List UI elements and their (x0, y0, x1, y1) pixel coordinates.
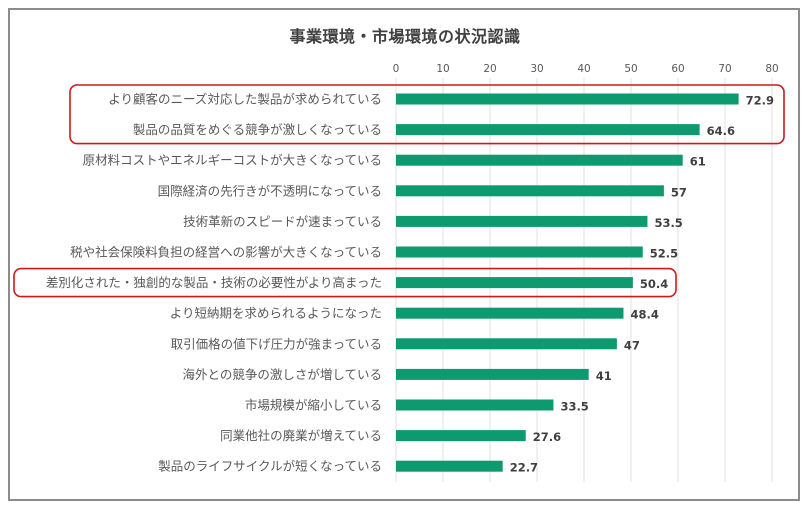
bar (396, 93, 739, 105)
bar (396, 338, 617, 350)
bar (396, 215, 648, 227)
category-label: より短納期を求められるようになった (170, 306, 382, 321)
value-label: 47 (624, 338, 640, 352)
category-label: 差別化された・独創的な製品・技術の必要性がより高まった (46, 275, 382, 290)
category-label: 国際経済の先行きが不透明になっている (158, 183, 382, 198)
category-label: 製品のライフサイクルが短くなっている (158, 459, 382, 474)
value-label: 61 (690, 155, 706, 169)
category-label: 同業他社の廃業が増えている (220, 428, 382, 443)
highlight-box (13, 267, 677, 298)
value-label: 41 (596, 369, 612, 383)
value-label: 48.4 (630, 308, 658, 322)
tick-label: 30 (530, 63, 543, 75)
value-label: 53.5 (654, 216, 682, 230)
category-label: より顧客のニーズ対応した製品が求められている (108, 92, 382, 107)
bar (396, 185, 664, 197)
tick-label: 80 (765, 63, 778, 75)
category-label: 製品の品質をめぐる競争が激しくなっている (133, 122, 382, 137)
bar (396, 277, 633, 289)
tick-label: 60 (671, 63, 684, 75)
chart-title: 事業環境・市場環境の状況認識 (289, 27, 521, 46)
bar (396, 307, 624, 319)
category-label: 海外との競争の激しさが増している (182, 367, 382, 382)
value-label: 50.4 (640, 277, 668, 291)
bar (396, 246, 643, 258)
bar (396, 460, 503, 472)
value-label: 22.7 (510, 461, 538, 475)
tick-label: 70 (718, 63, 731, 75)
category-label: 税や社会保険料負担の経営への影響が大きくなっている (70, 245, 382, 260)
bar (396, 154, 683, 166)
value-label: 57 (671, 185, 687, 199)
value-label: 64.6 (707, 124, 735, 138)
category-label: 取引価格の値下げ圧力が強まっている (171, 336, 382, 351)
tick-label: 50 (624, 63, 637, 75)
category-label: 市場規模が縮小している (245, 398, 382, 413)
bar (396, 368, 589, 380)
value-label: 72.9 (746, 94, 774, 108)
highlight-box (69, 84, 785, 145)
bar (396, 124, 700, 136)
tick-label: 40 (577, 63, 590, 75)
category-label: 原材料コストやエネルギーコストが大きくなっている (83, 153, 382, 168)
bar (396, 430, 526, 442)
category-label: 技術革新のスピードが速まっている (183, 214, 382, 229)
value-label: 33.5 (560, 400, 588, 414)
tick-label: 0 (393, 63, 400, 75)
tick-label: 10 (436, 63, 449, 75)
value-label: 27.6 (533, 430, 561, 444)
value-label: 52.5 (650, 247, 678, 261)
tick-label: 20 (483, 63, 496, 75)
bar (396, 399, 554, 411)
